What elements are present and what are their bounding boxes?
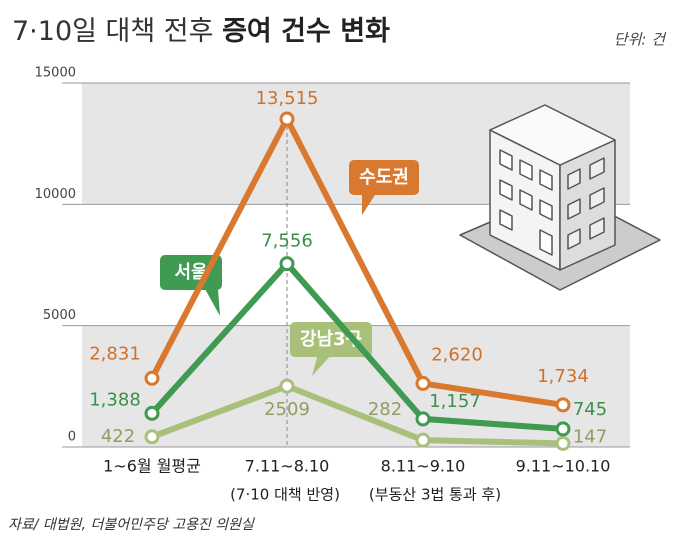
y-tick-label: 0 xyxy=(68,430,76,445)
y-tick-label: 10000 xyxy=(35,187,76,202)
chart-title: 7·10일 대책 전후 증여 건수 변화 xyxy=(12,16,390,47)
point xyxy=(144,429,160,445)
x-tick-note: (부동산 3법 통과 후) xyxy=(369,486,501,504)
value-label: 422 xyxy=(101,426,135,447)
value-label: 1,157 xyxy=(429,391,481,412)
unit: 단위: 건 xyxy=(614,31,667,49)
value-label: 2509 xyxy=(264,399,310,420)
point xyxy=(279,111,295,127)
x-tick-note: (7·10 대책 반영) xyxy=(230,486,340,504)
value-label: 1,734 xyxy=(537,366,589,387)
value-label: 13,515 xyxy=(256,88,319,109)
legend-label: 수도권 xyxy=(359,167,409,188)
x-tick-label: 7.11~8.10 xyxy=(245,457,330,476)
value-label: 282 xyxy=(368,399,402,420)
callout-box xyxy=(290,322,372,357)
title-part: 7·10일 대책 전후 xyxy=(12,16,222,47)
value-label: 147 xyxy=(573,426,607,447)
point xyxy=(144,405,160,421)
point xyxy=(144,370,160,386)
point xyxy=(279,378,295,394)
value-label: 1,388 xyxy=(89,389,141,410)
value-label: 745 xyxy=(573,399,607,420)
callout-tail xyxy=(205,289,220,316)
callout-box xyxy=(160,255,222,290)
point xyxy=(279,256,295,272)
x-tick-label: 8.11~9.10 xyxy=(381,457,466,476)
x-tick-label: 9.11~10.10 xyxy=(516,457,611,476)
legend-label: 서울 xyxy=(174,262,207,283)
point xyxy=(555,397,571,413)
value-label: 7,556 xyxy=(261,231,313,252)
point xyxy=(415,375,431,391)
series-line xyxy=(149,260,564,432)
value-label: 2,620 xyxy=(431,344,483,365)
point xyxy=(415,411,431,427)
source: 자료/ 대법원, 더불어민주당 고용진 의원실 xyxy=(8,517,255,533)
point xyxy=(415,432,431,448)
title-part: 증여 건수 변화 xyxy=(222,16,390,47)
series-line xyxy=(150,383,564,447)
building-icon xyxy=(459,104,661,291)
y-tick-label: 5000 xyxy=(43,308,76,323)
point xyxy=(555,421,571,437)
callout-tail xyxy=(312,354,332,376)
callout-box xyxy=(349,160,419,195)
series-line xyxy=(149,116,564,408)
y-tick-label: 15000 xyxy=(35,66,76,81)
callout-tail xyxy=(362,195,375,215)
x-tick-label: 1~6월 월평균 xyxy=(103,457,201,476)
point xyxy=(555,435,571,451)
value-label: 2,831 xyxy=(89,343,141,364)
